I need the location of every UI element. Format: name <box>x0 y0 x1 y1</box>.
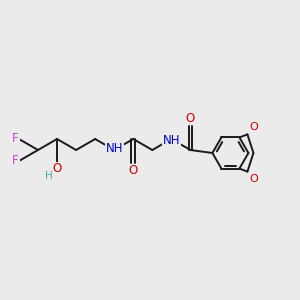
Text: O: O <box>129 164 138 177</box>
Text: F: F <box>12 133 19 146</box>
Text: O: O <box>186 112 195 125</box>
Text: O: O <box>249 174 258 184</box>
Text: O: O <box>52 162 62 175</box>
Text: O: O <box>249 122 258 132</box>
Text: F: F <box>12 154 19 167</box>
Text: H: H <box>45 171 53 181</box>
Text: NH: NH <box>163 134 180 146</box>
Text: NH: NH <box>106 142 123 155</box>
